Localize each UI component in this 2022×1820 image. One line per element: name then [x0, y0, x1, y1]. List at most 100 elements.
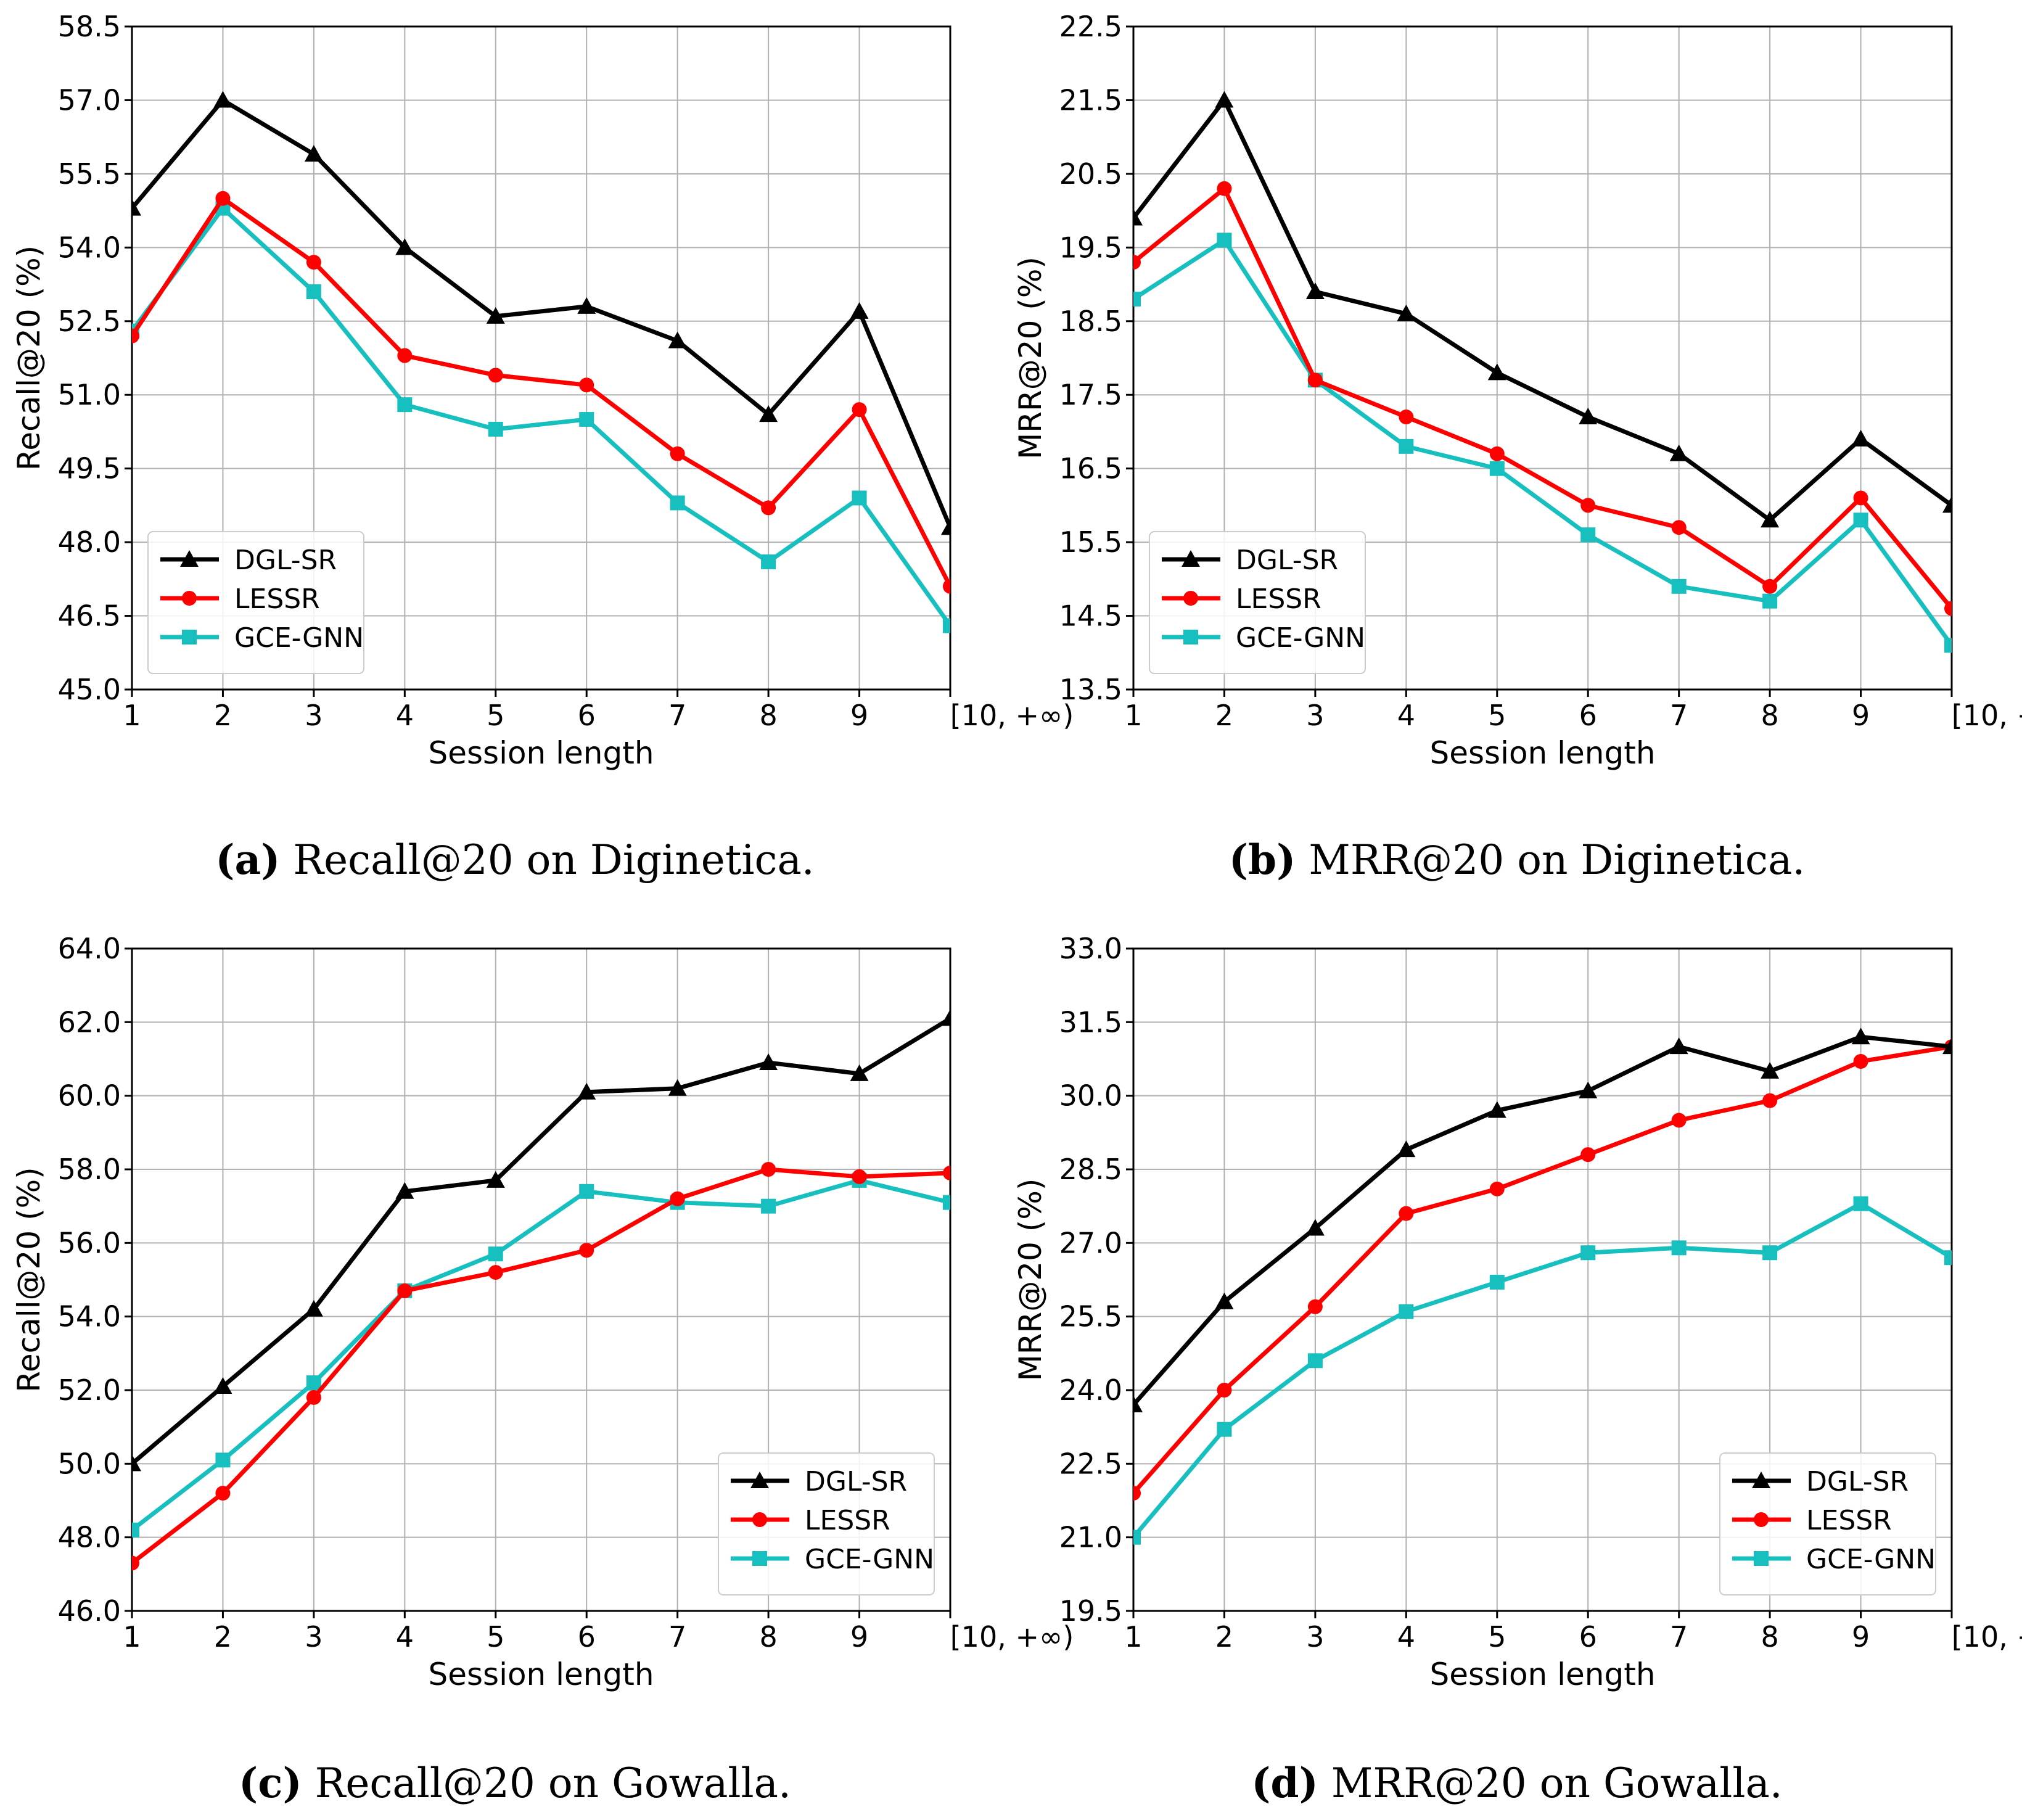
- chart-c-legend-marker-dgl-sr: [750, 1472, 769, 1488]
- chart-b-point-dgl-sr-4: [1487, 363, 1506, 381]
- chart-a-legend-marker-dgl-sr: [180, 550, 199, 567]
- chart-d-point-lessr-3: [1399, 1206, 1414, 1221]
- chart-a-legend-label-lessr: LESSR: [234, 583, 320, 615]
- chart-d-point-gce-gnn-1: [1217, 1422, 1232, 1437]
- chart-d-ylabel: MRR@20 (%): [1013, 1179, 1048, 1381]
- chart-c-point-dgl-sr-4: [486, 1171, 505, 1188]
- chart-c-point-lessr-9: [943, 1165, 950, 1180]
- chart-b-xtick-label-5: 6: [1579, 699, 1597, 732]
- chart-d-point-dgl-sr-3: [1397, 1140, 1416, 1158]
- chart-d-xtick-label-3: 4: [1397, 1620, 1415, 1653]
- chart-b-legend-marker-lessr: [1183, 591, 1198, 606]
- chart-b-point-dgl-sr-7: [1761, 511, 1780, 528]
- chart-b-point-gce-gnn-6: [1671, 579, 1687, 594]
- chart-b-point-gce-gnn-9: [1944, 638, 1952, 653]
- chart-c-legend-label-dgl-sr: DGL-SR: [805, 1466, 907, 1497]
- chart-c-point-dgl-sr-8: [850, 1064, 869, 1081]
- chart-a-point-dgl-sr-2: [304, 145, 323, 162]
- chart-a-point-dgl-sr-5: [577, 297, 596, 314]
- chart-a-point-lessr-6: [670, 446, 685, 461]
- chart-a-ytick-label-5: 52.5: [58, 305, 121, 338]
- chart-b-point-lessr-3: [1399, 410, 1414, 425]
- chart-b-xtick-label-1: 2: [1215, 699, 1233, 732]
- chart-b-line-gce-gnn: [1133, 237, 1952, 647]
- chart-d-legend-marker-dgl-sr: [1752, 1472, 1770, 1488]
- chart-b-point-gce-gnn-3: [1399, 439, 1414, 454]
- chart-c-xtick-label-5: 6: [578, 1620, 596, 1653]
- chart-c-ytick-label-4: 54.0: [58, 1300, 121, 1333]
- chart-a-point-lessr-9: [943, 579, 950, 594]
- chart-a-ytick-label-2: 48.0: [58, 525, 121, 559]
- chart-b-point-lessr-9: [1944, 601, 1952, 616]
- chart-a-point-lessr-5: [579, 377, 594, 393]
- chart-b-point-lessr-1: [1217, 181, 1232, 196]
- chart-b-legend-label-lessr: LESSR: [1236, 583, 1321, 615]
- chart-d-point-dgl-sr-8: [1851, 1027, 1870, 1045]
- chart-a-ytick-label-3: 49.5: [58, 452, 121, 485]
- chart-d-point-lessr-8: [1853, 1053, 1868, 1069]
- chart-b-point-gce-gnn-8: [1853, 513, 1868, 528]
- chart-c-point-dgl-sr-3: [395, 1182, 414, 1199]
- chart-d-point-lessr-1: [1217, 1383, 1232, 1398]
- chart-c-frame: [131, 947, 951, 1612]
- chart-a-point-lessr-8: [852, 402, 867, 418]
- chart-d: 19.5 21.0 22.5 24.0 25.5 27.0 28.5 30.0 31.5 33.0…: [1013, 932, 2022, 1692]
- chart-a-ytick-label-8: 57.0: [58, 83, 121, 117]
- chart-c-point-gce-gnn-7: [761, 1198, 776, 1214]
- chart-b-xtick-label-2: 3: [1306, 699, 1324, 732]
- chart-a-point-dgl-sr-6: [668, 331, 687, 348]
- chart-b-line-dgl-sr: [1133, 97, 1952, 522]
- chart-c-xtick-label-2: 3: [305, 1620, 323, 1653]
- chart-d-legend: DGL-SR LESSR GCE-GNN: [1719, 1452, 1936, 1596]
- chart-b-point-lessr-0: [1133, 255, 1141, 270]
- chart-a-point-gce-gnn-3: [397, 397, 413, 413]
- chart-a-legend-marker-gce-gnn: [182, 630, 197, 644]
- caption-d: (d) MRR@20 on Gowalla.: [1251, 1759, 1783, 1807]
- chart-a-xtick-label-0: 1: [123, 699, 141, 732]
- chart-c-point-gce-gnn-1: [215, 1452, 231, 1468]
- chart-d-xtick-label-8: 9: [1852, 1620, 1870, 1653]
- chart-a-point-gce-gnn-6: [670, 495, 685, 511]
- chart-d-point-lessr-0: [1133, 1486, 1141, 1501]
- chart-c-point-lessr-0: [132, 1555, 139, 1571]
- chart-b-legend: DGL-SR LESSR GCE-GNN: [1149, 531, 1366, 674]
- chart-c-point-gce-gnn-0: [132, 1522, 139, 1538]
- chart-a-point-lessr-3: [397, 348, 413, 363]
- chart-a-point-dgl-sr-8: [850, 302, 869, 319]
- chart-d-ytick-label-9: 33.0: [1059, 932, 1122, 965]
- chart-c-ytick-label-3: 52.0: [58, 1373, 121, 1407]
- chart-b-xtick-label-8: 9: [1852, 699, 1870, 732]
- chart-b-frame: [1132, 25, 1953, 691]
- chart-d-point-lessr-2: [1307, 1299, 1323, 1314]
- chart-c-point-gce-gnn-2: [306, 1375, 321, 1391]
- chart-c-point-lessr-7: [761, 1162, 776, 1177]
- chart-a-ytick-label-1: 46.5: [58, 599, 121, 633]
- chart-b-legend-marker-dgl-sr: [1182, 550, 1200, 567]
- chart-d-xtick-label-6: 7: [1670, 1620, 1688, 1653]
- chart-a-xtick-label-5: 6: [578, 699, 596, 732]
- chart-b-point-dgl-sr-8: [1851, 429, 1870, 447]
- chart-a-line-dgl-sr: [132, 97, 950, 529]
- chart-d-ytick-label-0: 19.5: [1059, 1594, 1122, 1628]
- chart-c-ytick-label-9: 64.0: [58, 932, 121, 965]
- caption-a: (a) Recall@20 on Diginetica.: [215, 836, 815, 884]
- chart-d-point-dgl-sr-5: [1579, 1081, 1598, 1098]
- chart-b-ytick-label-7: 20.5: [1059, 157, 1122, 191]
- chart-c-point-gce-gnn-4: [488, 1246, 503, 1262]
- chart-d-point-lessr-5: [1580, 1147, 1596, 1163]
- chart-a-point-lessr-4: [488, 368, 503, 383]
- chart-b-xtick-label-7: 8: [1761, 699, 1778, 732]
- chart-d-point-gce-gnn-5: [1580, 1245, 1596, 1261]
- chart-a-point-lessr-7: [761, 500, 776, 516]
- chart-c-ytick-label-2: 50.0: [58, 1447, 121, 1480]
- chart-d-point-dgl-sr-1: [1215, 1292, 1234, 1309]
- chart-b-point-gce-gnn-4: [1489, 461, 1505, 476]
- chart-a-point-gce-gnn-8: [852, 490, 867, 506]
- chart-c-point-dgl-sr-5: [577, 1082, 596, 1100]
- chart-c-line-dgl-sr: [132, 1016, 950, 1466]
- chart-d-point-gce-gnn-0: [1133, 1530, 1141, 1545]
- chart-b-xtick-label-6: 7: [1670, 699, 1688, 732]
- chart-a-line-lessr: [132, 196, 950, 588]
- chart-d-ytick-label-5: 27.0: [1059, 1226, 1122, 1259]
